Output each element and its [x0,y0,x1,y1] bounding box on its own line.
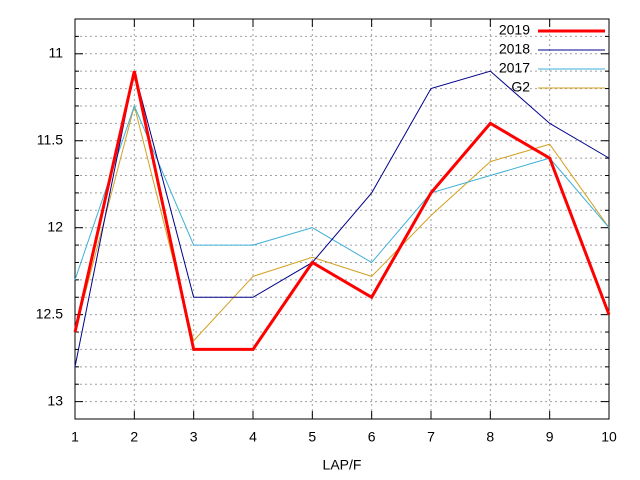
y-tick-label: 13 [47,392,63,408]
x-tick-label: 1 [71,429,79,445]
x-tick-label: 6 [368,429,376,445]
x-tick-label: 8 [486,429,494,445]
series-line [73,70,611,351]
legend-label: 2018 [499,41,530,57]
y-tick-label: 12.5 [36,305,63,321]
x-tick-label: 2 [130,429,138,445]
y-tick-label: 11.5 [37,131,63,147]
y-tick-label: 12 [47,218,63,234]
x-tick-label: 7 [427,429,435,445]
series-line [74,70,610,367]
x-tick-label: 9 [546,429,554,445]
x-tick-label: 10 [601,429,617,445]
series-line [74,104,610,281]
x-axis-label: LAP/F [323,457,362,473]
x-tick-label: 4 [249,429,257,445]
legend-label: 2019 [499,22,530,38]
plot-border [74,18,610,420]
x-tick-label: 3 [190,429,198,445]
series-line [74,105,610,342]
legend-label: 2017 [499,60,530,76]
x-tick-label: 5 [308,429,316,445]
legend-label: G2 [511,79,530,95]
y-tick-label: 11 [48,44,63,60]
